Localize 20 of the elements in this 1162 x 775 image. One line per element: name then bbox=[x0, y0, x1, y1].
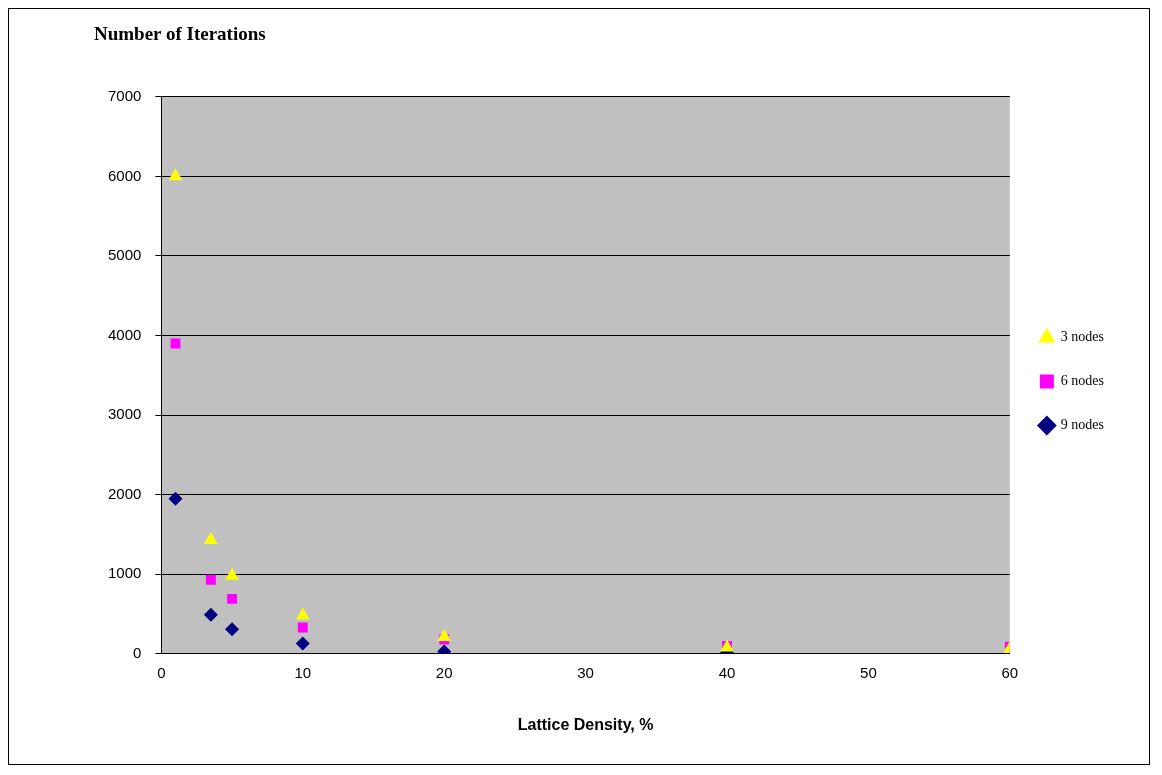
legend-label: 3 nodes bbox=[1060, 329, 1105, 345]
x-tick-label: 0 bbox=[157, 663, 166, 681]
y-tick-label: 1000 bbox=[107, 564, 142, 582]
x-tick-label: 40 bbox=[718, 663, 736, 681]
y-tick-label: 0 bbox=[133, 643, 142, 661]
x-tick-label: 50 bbox=[860, 663, 877, 681]
legend-label: 9 nodes bbox=[1060, 417, 1105, 433]
y-tick-label: 3000 bbox=[107, 405, 142, 423]
x-tick-label: 30 bbox=[577, 663, 594, 681]
y-tick-label: 5000 bbox=[107, 246, 142, 264]
x-tick-label: 10 bbox=[294, 663, 312, 681]
legend-label: 6 nodes bbox=[1060, 373, 1105, 389]
y-tick-label: 4000 bbox=[107, 325, 142, 343]
y-tick-label: 7000 bbox=[107, 86, 142, 104]
y-tick-label: 2000 bbox=[107, 484, 142, 502]
x-tick-label: 60 bbox=[1001, 663, 1019, 681]
chart-title: Number of Iterations bbox=[94, 23, 266, 45]
x-axis-title: Lattice Density, % bbox=[517, 715, 654, 733]
x-tick-label: 20 bbox=[435, 663, 453, 681]
y-tick-label: 6000 bbox=[107, 166, 142, 184]
